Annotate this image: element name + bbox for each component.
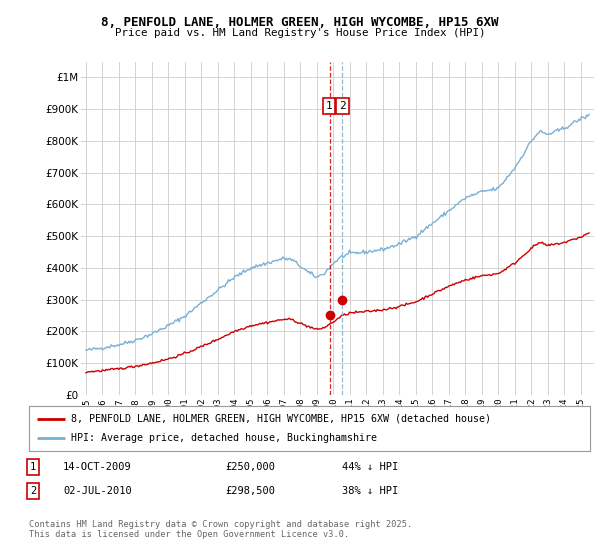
Text: 1: 1 bbox=[326, 101, 332, 111]
Text: 8, PENFOLD LANE, HOLMER GREEN, HIGH WYCOMBE, HP15 6XW: 8, PENFOLD LANE, HOLMER GREEN, HIGH WYCO… bbox=[101, 16, 499, 29]
Text: 8, PENFOLD LANE, HOLMER GREEN, HIGH WYCOMBE, HP15 6XW (detached house): 8, PENFOLD LANE, HOLMER GREEN, HIGH WYCO… bbox=[71, 413, 491, 423]
Text: Price paid vs. HM Land Registry's House Price Index (HPI): Price paid vs. HM Land Registry's House … bbox=[115, 28, 485, 38]
Text: 44% ↓ HPI: 44% ↓ HPI bbox=[342, 462, 398, 472]
Text: 38% ↓ HPI: 38% ↓ HPI bbox=[342, 486, 398, 496]
Text: 02-JUL-2010: 02-JUL-2010 bbox=[63, 486, 132, 496]
Text: 2: 2 bbox=[30, 486, 36, 496]
Text: £250,000: £250,000 bbox=[225, 462, 275, 472]
Text: £298,500: £298,500 bbox=[225, 486, 275, 496]
Text: 14-OCT-2009: 14-OCT-2009 bbox=[63, 462, 132, 472]
Text: 2: 2 bbox=[339, 101, 346, 111]
Text: HPI: Average price, detached house, Buckinghamshire: HPI: Average price, detached house, Buck… bbox=[71, 433, 377, 444]
Text: Contains HM Land Registry data © Crown copyright and database right 2025.
This d: Contains HM Land Registry data © Crown c… bbox=[29, 520, 412, 539]
Text: 1: 1 bbox=[30, 462, 36, 472]
